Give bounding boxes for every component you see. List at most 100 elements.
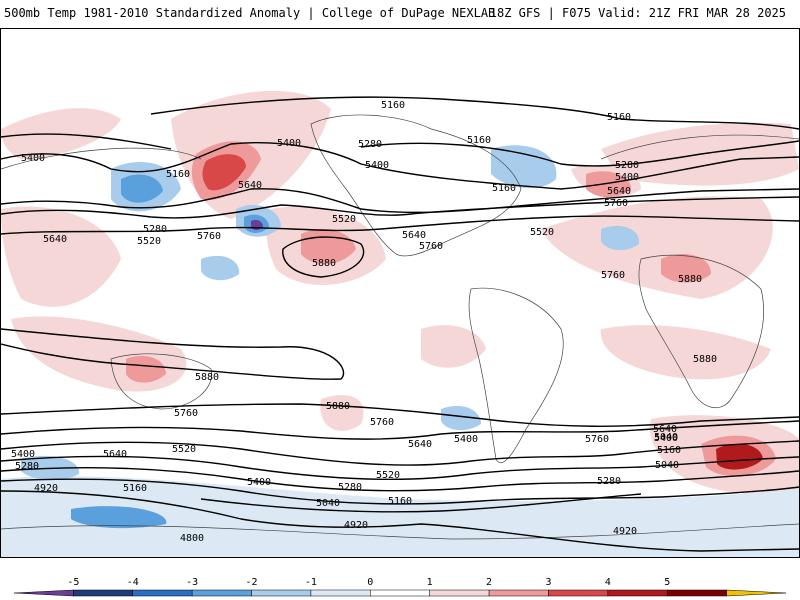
color-scale-segments <box>13 589 787 597</box>
contour-label: 5640 <box>43 234 67 245</box>
contour-label: 5760 <box>604 198 628 209</box>
contour-label: 5760 <box>601 270 625 281</box>
coastline-south-america <box>468 287 564 464</box>
color-scale-segment <box>488 589 549 597</box>
contour-label: 5040 <box>655 460 679 471</box>
contour-label: 5520 <box>137 236 161 247</box>
contour-label: 5640 <box>408 439 432 450</box>
contour-label: 5400 <box>615 172 639 183</box>
anomaly-core <box>202 154 246 191</box>
map-canvas: 5160 5160 5400 5280 5400 5160 5160 5640 … <box>1 90 799 557</box>
anomaly-blob <box>201 255 240 281</box>
contour-label: 4800 <box>180 533 204 544</box>
color-scale-tick-label: -2 <box>246 577 258 588</box>
contour-5520-south <box>1 440 799 466</box>
color-scale-tick-label: 3 <box>545 577 551 588</box>
map-title: 500mb Temp 1981-2010 Standardized Anomal… <box>4 6 496 20</box>
contour-label: 5400 <box>365 160 389 171</box>
anomaly-core <box>126 355 166 383</box>
contour-label: 5520 <box>332 214 356 225</box>
contour-label: 5520 <box>530 227 554 238</box>
anomaly-blob <box>491 145 557 189</box>
contour-label: 5160 <box>166 169 190 180</box>
color-scale-cap <box>13 589 74 597</box>
contour-label: 5880 <box>326 401 350 412</box>
contour-label: 5520 <box>172 444 196 455</box>
anomaly-blob <box>71 506 167 529</box>
contour-label: 5400 <box>247 477 271 488</box>
contour-5400-north <box>1 142 799 190</box>
color-scale-segment <box>429 589 490 597</box>
contour-label: 5160 <box>492 183 516 194</box>
color-scale-tick-label: 5 <box>664 577 670 588</box>
negative-anomaly-shading <box>1 145 799 557</box>
contour-label: 5640 <box>238 180 262 191</box>
strong-positive-anomaly-shading <box>126 141 776 477</box>
color-scale-segment <box>666 589 727 597</box>
contour-label: 5880 <box>693 354 717 365</box>
color-scale-tick-label: -5 <box>67 577 79 588</box>
contour-label: 5280 <box>15 461 39 472</box>
contour-label: 5640 <box>402 230 426 241</box>
height-contours <box>1 96 799 552</box>
anomaly-blob <box>121 174 163 203</box>
contour-label: 5400 <box>454 434 478 445</box>
color-scale-segment <box>132 589 193 597</box>
contour-label: 5760 <box>197 231 221 242</box>
contour-5760-south <box>1 403 799 427</box>
color-scale-tick-label: -4 <box>127 577 139 588</box>
color-scale-segment <box>251 589 312 597</box>
contour-label: 5160 <box>467 135 491 146</box>
contour-label: 5160 <box>123 483 147 494</box>
anomaly-blob <box>600 325 771 380</box>
contour-label: 5640 <box>653 424 677 435</box>
contour-label: 5400 <box>11 449 35 460</box>
anomaly-core <box>586 171 631 198</box>
contour-label: 5280 <box>597 476 621 487</box>
color-scale-legend: -5 -4 -3 -2 -1 0 1 2 3 4 5 <box>13 577 787 597</box>
contour-label: 5880 <box>312 258 336 269</box>
coastline-australia <box>110 353 212 410</box>
contour-label: 5880 <box>678 274 702 285</box>
contour-label: 5160 <box>607 112 631 123</box>
coastline-north-america <box>310 114 522 257</box>
contour-5640-north <box>1 196 799 219</box>
contour-5520-north <box>1 188 799 214</box>
color-scale-segment <box>191 589 252 597</box>
contour-5280-north <box>1 133 799 167</box>
contour-5880-tropics <box>1 328 345 380</box>
color-scale-segment <box>548 589 609 597</box>
color-scale-segment <box>310 589 371 597</box>
color-scale-tick-label: 1 <box>427 577 433 588</box>
contour-label: 5760 <box>419 241 443 252</box>
contour-label: 5280 <box>358 139 382 150</box>
color-scale-tick-labels: -5 -4 -3 -2 -1 0 1 2 3 4 5 <box>67 577 670 588</box>
contour-label: 5280 <box>338 482 362 493</box>
contour-label: 4920 <box>344 520 368 531</box>
coastline-eurasia <box>1 134 799 170</box>
contour-label: 4920 <box>34 483 58 494</box>
contour-label: 5160 <box>381 100 405 111</box>
contour-5280-south <box>1 467 799 492</box>
color-scale-cap <box>726 589 787 597</box>
contour-label: 5280 <box>143 224 167 235</box>
anomaly-blob <box>541 196 773 299</box>
contour-label: 5880 <box>195 372 219 383</box>
contour-label: 5400 <box>654 433 678 444</box>
contour-5760-north <box>1 215 799 235</box>
contour-label: 5760 <box>174 408 198 419</box>
color-scale-tick-label: 2 <box>486 577 492 588</box>
contour-5160-north <box>150 96 799 130</box>
contour-label: 5160 <box>657 445 681 456</box>
contour-5880-high <box>282 236 365 278</box>
color-scale-tick-label: 0 <box>367 577 373 588</box>
contour-label: 5640 <box>103 449 127 460</box>
contour-4920-south <box>1 490 799 552</box>
contour-label: 4920 <box>613 526 637 537</box>
contour-labels: 5160 5160 5400 5280 5400 5160 5160 5640 … <box>11 100 717 544</box>
anomaly-core <box>661 254 711 283</box>
anomaly-blob <box>1 206 121 307</box>
coastline-antarctica <box>1 523 799 540</box>
contour-label: 5400 <box>21 153 45 164</box>
contour-label: 5160 <box>388 496 412 507</box>
